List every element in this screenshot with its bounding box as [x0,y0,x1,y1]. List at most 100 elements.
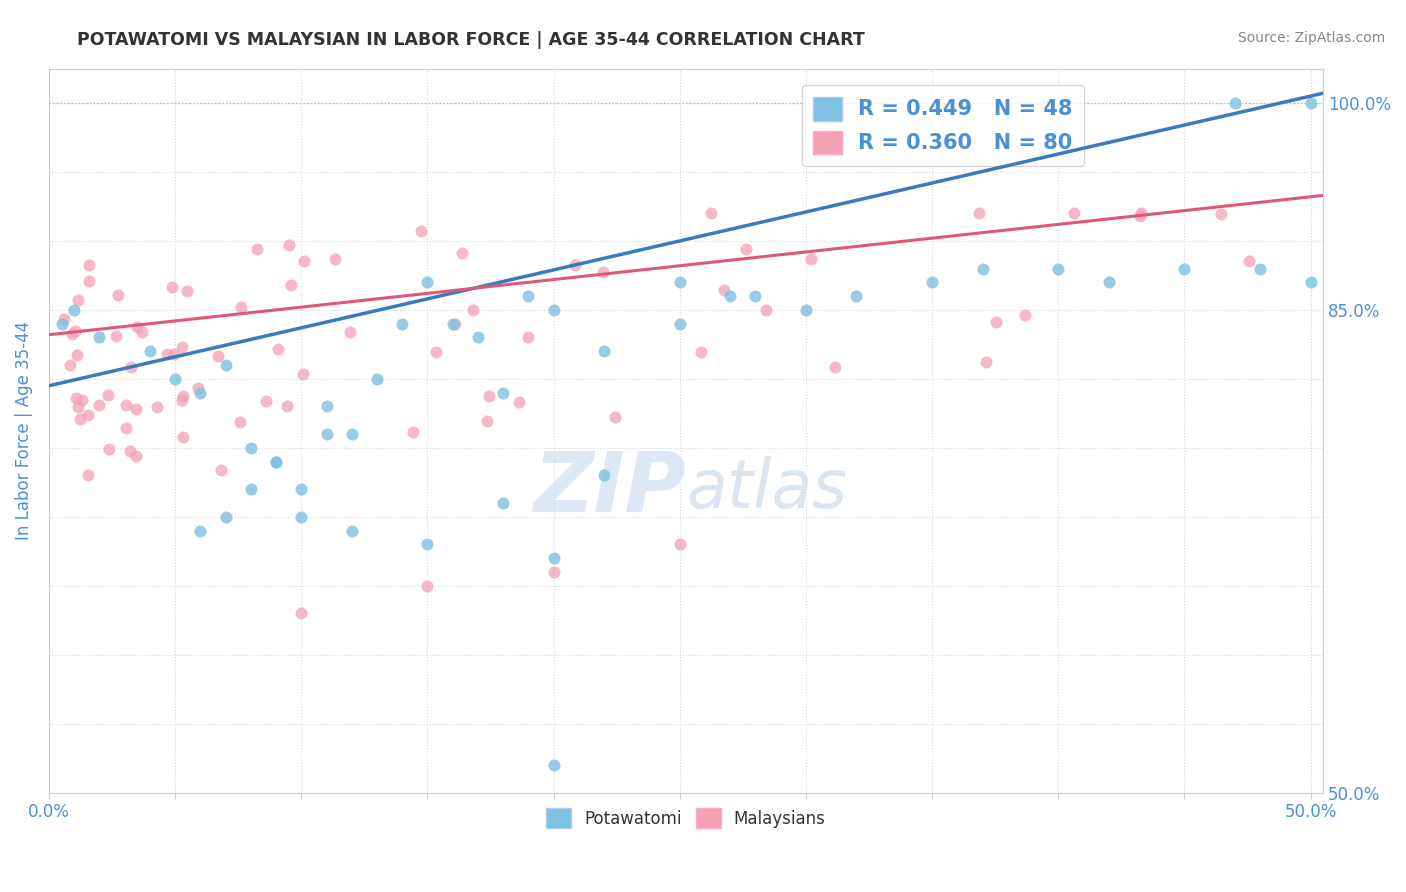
Point [824,359,846,374]
Point [402,425,425,439]
Point [172,430,194,444]
Point [276,400,298,414]
Point [239,441,262,455]
Point [1237,253,1260,268]
Point [97,442,120,457]
Text: POTAWATOMI VS MALAYSIAN IN LABOR FORCE | AGE 35-44 CORRELATION CHART: POTAWATOMI VS MALAYSIAN IN LABOR FORCE |… [77,31,865,49]
Point [416,579,439,593]
Point [246,243,269,257]
Point [107,288,129,302]
Point [190,524,212,538]
Point [467,330,489,344]
Text: atlas: atlas [686,456,848,522]
Point [475,414,498,428]
Point [97,387,120,401]
Point [735,242,758,256]
Point [492,496,515,510]
Point [115,420,138,434]
Point [315,427,337,442]
Point [104,329,127,343]
Point [1209,207,1232,221]
Point [63,324,86,338]
Point [1223,95,1246,110]
Point [156,347,179,361]
Point [187,381,209,395]
Point [1173,261,1195,276]
Legend: Potawatomi, Malaysians: Potawatomi, Malaysians [540,801,832,835]
Point [277,238,299,252]
Point [162,347,184,361]
Point [125,401,148,416]
Point [52,312,75,326]
Point [543,302,565,317]
Point [292,254,315,268]
Point [972,261,994,276]
Point [62,326,84,341]
Point [176,284,198,298]
Point [700,206,723,220]
Point [264,455,287,469]
Point [264,455,287,469]
Point [543,565,565,579]
Point [190,385,212,400]
Point [131,325,153,339]
Point [366,372,388,386]
Point [120,444,142,458]
Point [76,468,98,483]
Point [592,265,614,279]
Point [416,275,439,289]
Point [794,302,817,317]
Point [755,302,778,317]
Point [214,358,236,372]
Point [290,509,312,524]
Point [89,330,111,344]
Point [1129,209,1152,223]
Text: ZIP: ZIP [533,448,686,529]
Point [845,289,868,303]
Point [1249,261,1271,276]
Point [441,317,464,331]
Point [66,293,89,308]
Point [517,289,540,303]
Point [290,607,312,621]
Point [416,537,439,551]
Point [425,345,447,359]
Point [120,359,142,374]
Point [668,537,690,551]
Point [172,392,194,407]
Point [492,385,515,400]
Point [603,409,626,424]
Point [564,259,586,273]
Point [1063,206,1085,220]
Point [1098,275,1121,289]
Point [409,225,432,239]
Point [1299,95,1322,110]
Y-axis label: In Labor Force | Age 35-44: In Labor Force | Age 35-44 [15,321,32,541]
Point [77,274,100,288]
Point [172,340,194,354]
Point [508,395,530,409]
Point [668,317,690,331]
Point [593,468,616,483]
Point [239,482,262,496]
Point [69,411,91,425]
Point [974,355,997,369]
Point [139,344,162,359]
Point [63,302,86,317]
Point [254,394,277,409]
Point [315,400,337,414]
Point [517,330,540,344]
Point [921,275,943,289]
Point [744,289,766,303]
Point [59,358,82,372]
Point [267,343,290,357]
Point [690,345,713,359]
Point [77,408,100,422]
Point [718,289,741,303]
Point [66,348,89,362]
Point [280,277,302,292]
Point [543,551,565,566]
Point [67,401,90,415]
Point [984,315,1007,329]
Point [229,416,252,430]
